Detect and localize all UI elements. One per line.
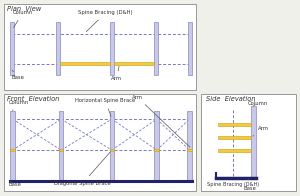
Text: Spine Bracing (D&H): Spine Bracing (D&H) xyxy=(207,182,259,187)
Bar xyxy=(59,111,63,181)
Bar xyxy=(218,136,251,139)
Bar xyxy=(154,22,158,75)
Bar xyxy=(218,149,251,152)
Text: Arm: Arm xyxy=(111,66,122,82)
Bar xyxy=(10,149,15,151)
Bar xyxy=(201,94,296,191)
Text: Column: Column xyxy=(9,100,29,111)
Text: Arm: Arm xyxy=(132,95,190,147)
Bar xyxy=(110,149,114,151)
Bar xyxy=(187,111,192,181)
Bar xyxy=(114,62,154,65)
Text: Diagonal Spine Brace: Diagonal Spine Brace xyxy=(54,152,111,186)
Bar xyxy=(187,149,192,151)
Bar xyxy=(4,4,196,90)
Bar xyxy=(154,111,159,181)
Text: Column: Column xyxy=(13,10,33,27)
Bar xyxy=(110,111,114,181)
Bar xyxy=(154,149,159,151)
Bar xyxy=(251,106,256,178)
Bar xyxy=(60,62,110,65)
Text: Front  Elevation: Front Elevation xyxy=(7,96,60,102)
Text: Column: Column xyxy=(248,101,268,106)
Text: Side  Elevation: Side Elevation xyxy=(206,96,255,102)
Bar xyxy=(10,111,15,181)
Text: Plan  View: Plan View xyxy=(7,5,41,12)
Bar xyxy=(4,94,196,191)
Bar xyxy=(56,22,60,75)
Text: Horizontal Spine Brace: Horizontal Spine Brace xyxy=(75,98,136,116)
Text: Base: Base xyxy=(243,179,256,191)
Bar xyxy=(218,123,251,126)
Text: Spine Bracing (D&H): Spine Bracing (D&H) xyxy=(78,10,133,32)
Text: Base: Base xyxy=(9,181,22,187)
Bar xyxy=(59,149,63,151)
Bar xyxy=(188,22,192,75)
Text: Base: Base xyxy=(11,70,24,80)
Bar xyxy=(10,22,14,75)
Text: Arm: Arm xyxy=(253,126,268,136)
Bar xyxy=(110,22,114,75)
